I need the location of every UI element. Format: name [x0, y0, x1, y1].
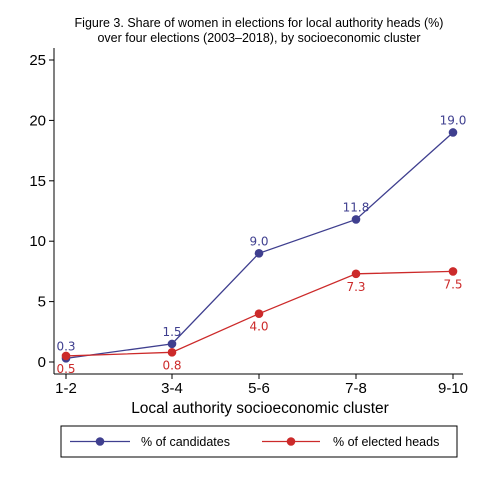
data-label: 0.8 [162, 358, 181, 372]
x-tick-label: 9-10 [438, 380, 468, 397]
data-label: 19.0 [440, 113, 467, 127]
legend-label: % of elected heads [333, 435, 439, 449]
series-layer: 0.3 1.5 9.0 11.8 19.0 0.5 0.8 4.0 7.3 7.5 [56, 113, 466, 375]
x-tick-label: 5-6 [248, 380, 270, 397]
series-candidates: 0.3 1.5 9.0 11.8 19.0 [56, 113, 467, 363]
series-elected-heads: 0.5 0.8 4.0 7.3 7.5 [56, 267, 463, 376]
data-label: 4.0 [249, 320, 268, 334]
x-tick-label: 3-4 [161, 380, 183, 397]
y-tick-label: 0 [38, 354, 46, 371]
data-label: 9.0 [249, 234, 268, 248]
chart-title-line-2: over four elections (2003–2018), by soci… [97, 31, 420, 45]
data-point [167, 339, 177, 349]
data-point [351, 269, 361, 279]
data-point [448, 267, 458, 276]
chart-title-line-1: Figure 3. Share of women in elections fo… [75, 16, 444, 30]
legend-marker [286, 437, 296, 446]
x-tick-label: 1-2 [55, 380, 77, 397]
y-axis: 0 5 10 15 20 25 [29, 48, 55, 374]
data-label: 7.3 [346, 280, 365, 294]
data-point [61, 351, 71, 361]
data-label: 0.3 [56, 339, 75, 353]
y-tick-label: 10 [29, 233, 46, 250]
x-tick-label: 7-8 [345, 380, 367, 397]
legend-label: % of candidates [141, 435, 230, 449]
data-point [254, 309, 264, 318]
x-axis-label: Local authority socioeconomic cluster [131, 400, 389, 417]
data-point [167, 348, 177, 357]
data-point [448, 128, 458, 137]
legend: % of candidates % of elected heads [60, 425, 458, 458]
data-label: 1.5 [162, 325, 181, 339]
y-tick-label: 15 [29, 173, 46, 190]
data-label: 7.5 [443, 277, 462, 291]
data-point [254, 248, 264, 258]
y-tick-label: 5 [38, 294, 46, 311]
y-tick-label: 25 [29, 52, 46, 69]
data-point [351, 215, 361, 224]
legend-marker [95, 437, 105, 446]
data-label: 0.5 [56, 362, 75, 376]
y-tick-label: 20 [29, 112, 46, 129]
data-label: 11.8 [343, 200, 370, 214]
x-axis: 1-2 3-4 5-6 7-8 9-10 [54, 373, 468, 397]
